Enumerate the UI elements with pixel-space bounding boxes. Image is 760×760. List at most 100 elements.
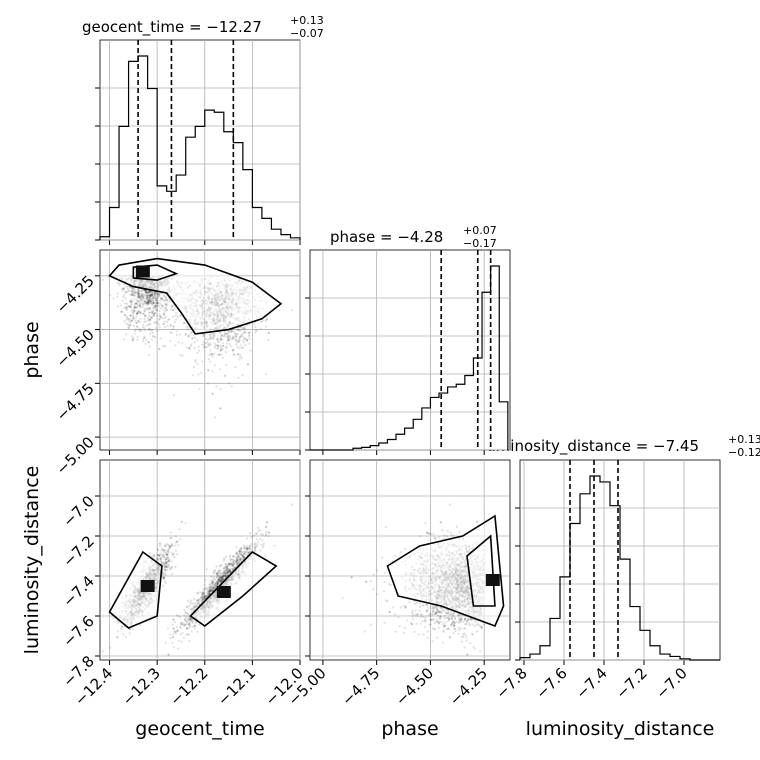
sample-point: [240, 356, 243, 359]
sample-point: [192, 365, 196, 369]
sample-point: [176, 315, 180, 319]
sample-point: [231, 337, 235, 340]
sample-point: [161, 553, 164, 556]
sample-point: [143, 301, 146, 304]
sample-point: [219, 344, 222, 347]
sample-point: [436, 617, 439, 620]
sample-point: [151, 335, 154, 338]
title-luminosity-distance-sub: −0.12: [728, 446, 760, 459]
sample-point: [128, 321, 132, 324]
sample-point: [241, 347, 244, 350]
sample-point: [116, 281, 119, 285]
hist-panel-phase: [305, 249, 511, 455]
sample-point: [137, 290, 140, 293]
sample-point: [148, 332, 152, 335]
sample-point: [191, 374, 194, 377]
sample-point: [133, 310, 136, 313]
sample-point: [204, 346, 208, 349]
sample-point: [131, 317, 135, 320]
sample-point: [267, 331, 270, 334]
sample-point: [167, 550, 170, 554]
sample-point: [159, 302, 162, 305]
sample-point: [138, 299, 141, 303]
sample-point: [254, 549, 257, 552]
sample-point: [142, 297, 145, 300]
sample-point: [188, 622, 191, 626]
sample-point: [193, 347, 196, 350]
sample-point: [146, 301, 150, 304]
sample-point: [136, 325, 139, 328]
sample-point: [210, 337, 213, 340]
title-phase-sup: +0.07: [463, 224, 497, 237]
sample-point: [164, 641, 167, 644]
sample-point: [136, 310, 139, 314]
sample-point: [153, 295, 156, 298]
sample-point: [214, 416, 217, 419]
sample-point: [229, 562, 233, 565]
sample-point: [120, 289, 124, 292]
sample-point: [226, 339, 229, 342]
sample-point: [152, 302, 155, 305]
sample-point: [375, 592, 378, 596]
sample-point: [242, 552, 245, 556]
sample-point: [245, 339, 249, 342]
sample-point: [153, 291, 156, 294]
sample-point: [224, 574, 227, 577]
sample-point: [141, 292, 144, 295]
sample-point: [143, 289, 147, 292]
sample-point: [145, 291, 149, 294]
sample-point: [154, 298, 157, 301]
sample-point: [162, 568, 165, 571]
sample-point: [162, 313, 166, 316]
sample-point: [157, 296, 160, 299]
sample-point: [182, 321, 186, 325]
sample-point: [101, 650, 104, 653]
sample-point: [139, 303, 142, 306]
sample-point: [214, 585, 217, 588]
sample-point: [231, 336, 234, 339]
sample-point: [163, 556, 166, 559]
sample-point: [148, 327, 152, 330]
sample-point: [184, 618, 187, 622]
sample-point: [154, 336, 157, 339]
sample-point: [185, 615, 188, 618]
sample-point: [235, 561, 239, 564]
sample-point: [222, 335, 225, 338]
sample-point: [261, 539, 264, 542]
sample-point: [127, 317, 130, 320]
sample-point: [211, 369, 214, 373]
sample-point: [125, 315, 129, 319]
sample-point: [122, 633, 125, 636]
sample-point: [136, 287, 140, 291]
sample-point: [128, 324, 132, 327]
sample-point: [136, 296, 139, 299]
sample-point: [164, 306, 167, 309]
ytick-label-phase: −5.00: [53, 433, 98, 478]
sample-point: [235, 343, 238, 346]
sample-point: [155, 295, 158, 298]
sample-point: [130, 298, 133, 301]
sample-point: [144, 294, 147, 297]
sample-point: [147, 300, 150, 304]
sample-point: [149, 299, 152, 303]
sample-point: [159, 552, 162, 555]
sample-point: [137, 289, 140, 292]
sample-point: [179, 315, 182, 318]
sample-point: [154, 306, 158, 309]
sample-point: [187, 599, 190, 603]
sample-point: [164, 561, 168, 564]
sample-point: [217, 576, 220, 580]
sample-point: [212, 335, 215, 338]
sample-point: [163, 316, 167, 319]
sample-point: [257, 526, 260, 530]
sample-point: [243, 327, 246, 330]
sample-point: [241, 555, 245, 558]
sample-point: [135, 321, 138, 325]
sample-point: [183, 614, 186, 617]
sample-point: [164, 581, 168, 585]
sample-point: [217, 344, 220, 347]
sample-point: [199, 598, 202, 601]
title-geocent-time-sub: −0.07: [290, 27, 324, 40]
sample-point: [149, 299, 153, 303]
sample-point: [219, 368, 222, 371]
